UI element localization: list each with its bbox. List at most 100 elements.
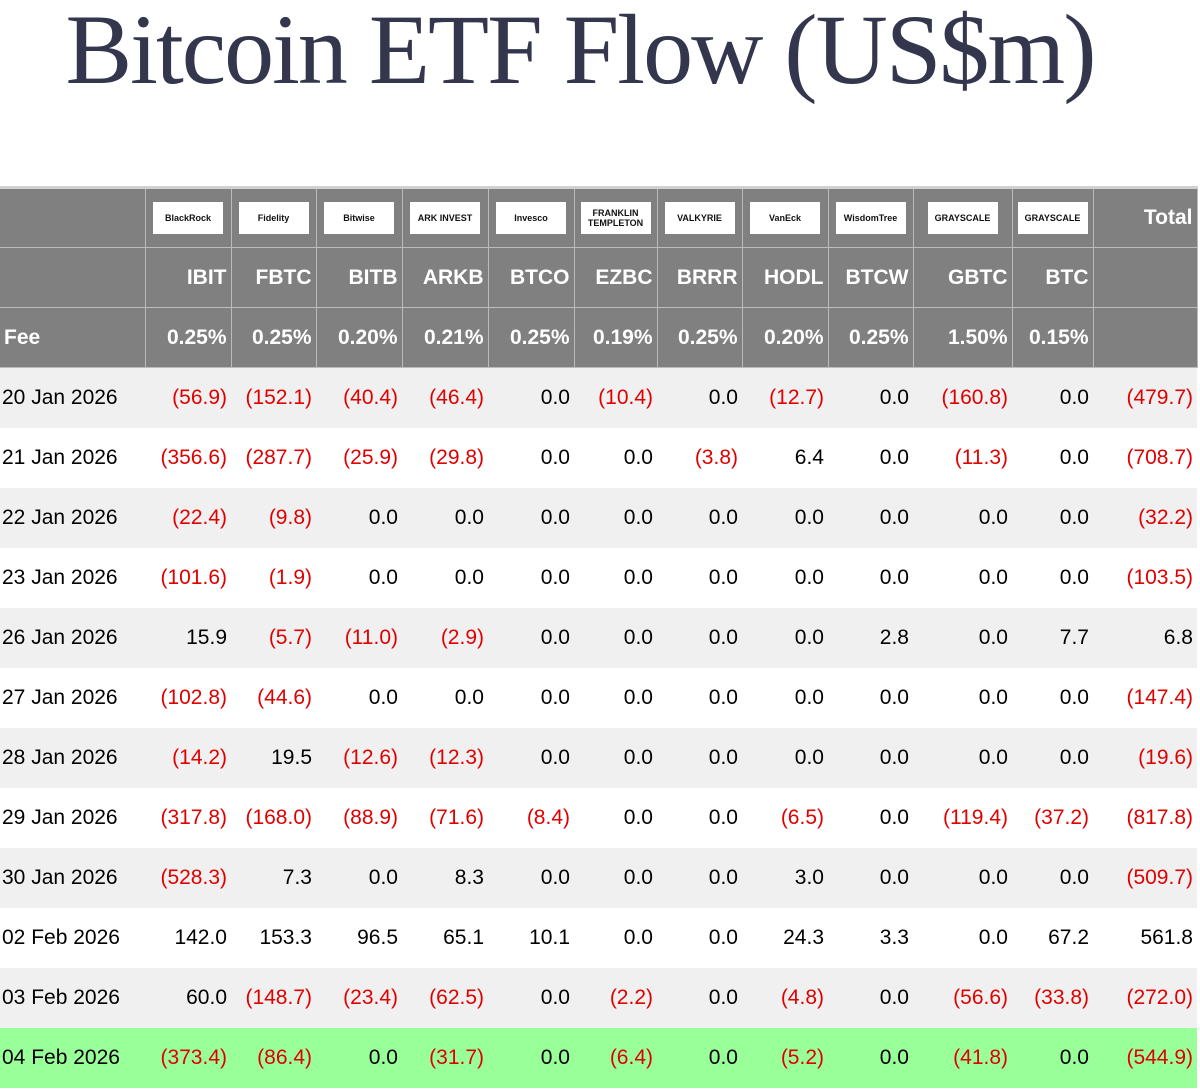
total-cell: (479.7) xyxy=(1093,367,1197,428)
issuer-logo: Fidelity xyxy=(238,202,309,234)
flow-cell: 0.0 xyxy=(913,607,1012,668)
date-cell: 29 Jan 2026 xyxy=(0,787,145,848)
flow-cell: (6.5) xyxy=(742,787,828,848)
flow-cell: 0.0 xyxy=(1012,487,1093,548)
flow-cell: 19.5 xyxy=(231,727,316,788)
empty-header-cell xyxy=(1093,307,1198,368)
flow-cell: 60.0 xyxy=(145,967,231,1028)
flow-cell: 0.0 xyxy=(742,487,828,548)
flow-cell: (88.9) xyxy=(316,787,402,848)
flow-cell: 0.0 xyxy=(828,667,913,728)
flow-cell: 3.3 xyxy=(828,907,913,968)
total-cell: (817.8) xyxy=(1093,787,1197,848)
ticker-row: IBIT FBTC BITB ARKB BTCO EZBC BRRR HODL BTCW GBTC… xyxy=(0,247,1198,308)
flow-cell: 0.0 xyxy=(574,487,657,548)
flow-cell: 7.7 xyxy=(1012,607,1093,668)
ticker-header: BITB xyxy=(316,247,403,308)
flow-cell: 0.0 xyxy=(913,487,1012,548)
flow-cell: 0.0 xyxy=(488,607,574,668)
flow-cell: (119.4) xyxy=(913,787,1012,848)
flow-cell: 0.0 xyxy=(1012,1027,1093,1088)
flow-cell: 0.0 xyxy=(742,727,828,788)
empty-header-cell xyxy=(0,187,146,248)
ticker-header: BTCW xyxy=(828,247,914,308)
issuer-header: Bitwise xyxy=(316,187,403,248)
flow-cell: 0.0 xyxy=(488,427,574,488)
issuer-logo: VALKYRIE xyxy=(664,202,735,234)
flow-cell: (5.2) xyxy=(742,1027,828,1088)
flow-cell: 0.0 xyxy=(657,967,742,1028)
table-row: 04 Feb 2026 (373.4) (86.4) 0.0 (31.7) 0.0 (6.4… xyxy=(0,1027,1197,1088)
flow-cell: 0.0 xyxy=(574,547,657,608)
flow-cell: 0.0 xyxy=(657,727,742,788)
fee-value: 0.20% xyxy=(316,307,403,368)
flow-cell: 0.0 xyxy=(657,847,742,908)
flow-cell: 0.0 xyxy=(913,907,1012,968)
flow-cell: 65.1 xyxy=(402,907,488,968)
fee-value: 0.15% xyxy=(1012,307,1094,368)
flow-cell: 0.0 xyxy=(657,1027,742,1088)
flow-cell: 7.3 xyxy=(231,847,316,908)
flow-cell: 0.0 xyxy=(574,847,657,908)
flow-cell: 0.0 xyxy=(1012,427,1093,488)
flow-cell: (11.3) xyxy=(913,427,1012,488)
flow-cell: 0.0 xyxy=(488,487,574,548)
flow-cell: (10.4) xyxy=(574,367,657,428)
table-row: 30 Jan 2026 (528.3) 7.3 0.0 8.3 0.0 0.0 0.0 3.0 0… xyxy=(0,847,1197,908)
flow-cell: (11.0) xyxy=(316,607,402,668)
flow-cell: (287.7) xyxy=(231,427,316,488)
flow-cell: 0.0 xyxy=(402,547,488,608)
flow-cell: 0.0 xyxy=(657,667,742,728)
date-cell: 28 Jan 2026 xyxy=(0,727,145,788)
flow-cell: 0.0 xyxy=(488,667,574,728)
date-cell: 04 Feb 2026 xyxy=(0,1027,145,1088)
flow-cell: (3.8) xyxy=(657,427,742,488)
issuer-logo: BlackRock xyxy=(153,202,223,234)
flow-cell: (12.6) xyxy=(316,727,402,788)
fee-value: 1.50% xyxy=(913,307,1013,368)
flow-cell: 96.5 xyxy=(316,907,402,968)
flow-cell: (1.9) xyxy=(231,547,316,608)
flow-cell: 153.3 xyxy=(231,907,316,968)
flow-cell: 0.0 xyxy=(913,727,1012,788)
issuer-header: BlackRock xyxy=(145,187,232,248)
page-title: Bitcoin ETF Flow (US$m) xyxy=(65,0,1096,105)
flow-cell: 0.0 xyxy=(657,367,742,428)
total-cell: 6.8 xyxy=(1093,607,1197,668)
flow-cell: 0.0 xyxy=(742,547,828,608)
date-cell: 20 Jan 2026 xyxy=(0,367,145,428)
total-cell: (32.2) xyxy=(1093,487,1197,548)
flow-cell: (8.4) xyxy=(488,787,574,848)
flow-cell: 0.0 xyxy=(828,547,913,608)
flow-cell: 0.0 xyxy=(402,487,488,548)
date-cell: 22 Jan 2026 xyxy=(0,487,145,548)
flow-cell: 0.0 xyxy=(828,487,913,548)
flow-cell: 0.0 xyxy=(316,547,402,608)
date-cell: 27 Jan 2026 xyxy=(0,667,145,728)
flow-cell: (56.6) xyxy=(913,967,1012,1028)
flow-cell: 0.0 xyxy=(657,607,742,668)
flow-cell: 0.0 xyxy=(657,547,742,608)
flow-cell: (101.6) xyxy=(145,547,231,608)
total-cell: (272.0) xyxy=(1093,967,1197,1028)
date-cell: 02 Feb 2026 xyxy=(0,907,145,968)
flow-cell: 0.0 xyxy=(913,847,1012,908)
fee-row: Fee 0.25% 0.25% 0.20% 0.21% 0.25% 0.19% 0.25% 0.… xyxy=(0,307,1198,368)
flow-cell: 0.0 xyxy=(488,367,574,428)
flow-cell: (22.4) xyxy=(145,487,231,548)
flow-cell: 8.3 xyxy=(402,847,488,908)
ticker-header: BTCO xyxy=(488,247,575,308)
flow-cell: (37.2) xyxy=(1012,787,1093,848)
flow-cell: 10.1 xyxy=(488,907,574,968)
flow-cell: 6.4 xyxy=(742,427,828,488)
total-cell: (147.4) xyxy=(1093,667,1197,728)
issuer-header: WisdomTree xyxy=(828,187,914,248)
fee-value: 0.19% xyxy=(574,307,658,368)
flow-cell: 0.0 xyxy=(574,427,657,488)
empty-header-cell xyxy=(0,247,146,308)
flow-cell: (31.7) xyxy=(402,1027,488,1088)
flow-cell: 0.0 xyxy=(316,1027,402,1088)
flow-cell: 0.0 xyxy=(828,427,913,488)
fee-value: 0.25% xyxy=(828,307,914,368)
flow-cell: 0.0 xyxy=(488,967,574,1028)
